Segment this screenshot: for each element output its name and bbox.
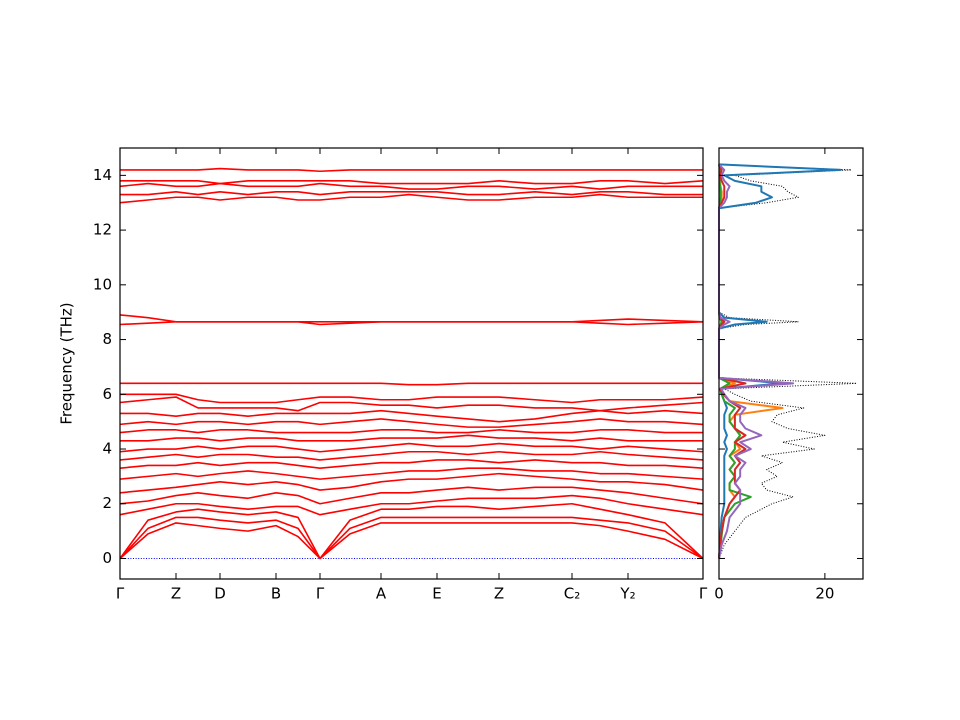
band-line [120, 382, 703, 386]
y-tick-label: 2 [102, 494, 112, 512]
x-tick-label: Γ [116, 585, 125, 603]
x-tick-label: Y₂ [619, 585, 635, 603]
dos-line [718, 163, 795, 559]
y-tick-label: 8 [102, 330, 112, 348]
band-line [119, 442, 704, 453]
x-tick-label: Z [171, 585, 181, 603]
band-line [120, 167, 703, 173]
y-tick-label: 6 [102, 385, 112, 403]
dos-line [718, 164, 752, 559]
band-line [120, 393, 704, 404]
band-line [119, 516, 704, 560]
x-tick-label: A [376, 585, 387, 603]
band-line [119, 320, 704, 326]
x-tick-label: B [271, 585, 281, 603]
y-tick-label: 4 [102, 440, 112, 458]
band-line [120, 190, 703, 196]
band-line [119, 522, 704, 560]
y-tick-label: 12 [93, 221, 112, 239]
band-line [119, 472, 704, 494]
x-tick-label: Γ [316, 585, 325, 603]
x-tick-label: 20 [815, 585, 834, 603]
y-tick-label: 0 [102, 549, 112, 567]
band-line [120, 434, 703, 442]
band-line [119, 193, 703, 204]
band-line [119, 459, 704, 469]
band-line [119, 502, 704, 560]
axes-frame [718, 147, 864, 580]
axes-frame [119, 147, 704, 580]
dos-line [718, 163, 842, 559]
y-axis-label: Frequency (THz) [58, 302, 76, 424]
band-line [119, 467, 704, 480]
y-tick-label: 10 [93, 275, 112, 293]
x-tick-label: Γ [699, 585, 708, 603]
band-line [120, 180, 704, 185]
x-tick-label: 0 [714, 585, 724, 603]
band-line [119, 396, 704, 412]
band-line [119, 450, 704, 461]
dos-line [718, 163, 858, 559]
x-tick-label: C₂ [564, 585, 581, 603]
band-line [119, 182, 703, 190]
x-tick-label: D [214, 585, 226, 603]
band-line [119, 494, 704, 516]
band-line [119, 486, 704, 505]
x-tick-label: Z [494, 585, 504, 603]
y-tick-label: 14 [93, 166, 112, 184]
x-tick-label: E [432, 585, 441, 603]
band-line [119, 418, 704, 428]
band-line [119, 429, 703, 434]
band-line [120, 409, 704, 423]
